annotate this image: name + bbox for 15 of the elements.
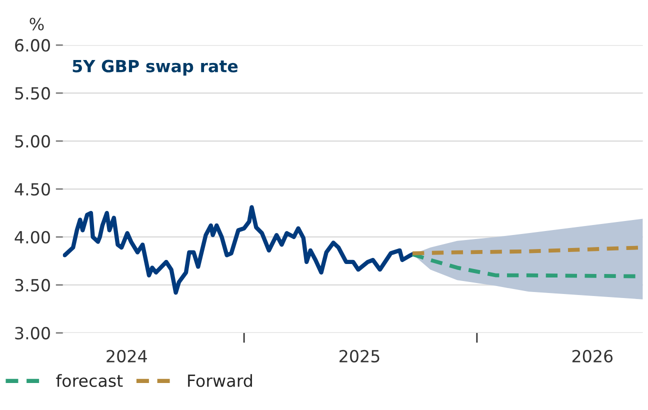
y-tick-label: 6.00	[15, 39, 50, 52]
x-tick-label: 2024	[106, 350, 147, 362]
legend-label: Forward	[188, 374, 252, 388]
line-series	[62, 205, 415, 295]
x-tick-label: 2025	[340, 350, 380, 362]
y-tick-label: 5.50	[15, 87, 50, 100]
y-tick-label: 3.50	[15, 278, 50, 292]
y-tick-label: 3.00	[15, 326, 50, 340]
legend-label: forecast	[56, 374, 123, 388]
text: 5Y GBP swap rate	[72, 60, 238, 76]
y-tick-label: 4.00	[14, 230, 50, 244]
y-axis-title: %	[30, 18, 44, 30]
y-tick-label: 4.50	[14, 182, 50, 196]
y-tick-label: 5.00	[15, 135, 50, 148]
x-tick-label: 2026	[572, 350, 613, 362]
